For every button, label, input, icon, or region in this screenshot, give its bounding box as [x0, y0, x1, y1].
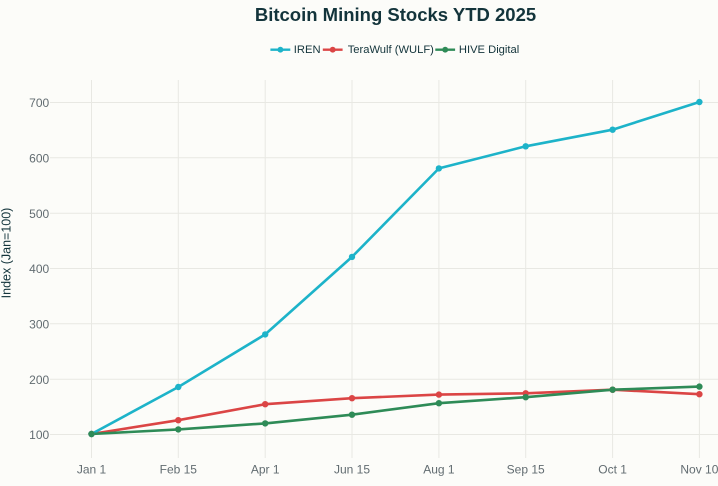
svg-text:Apr 1: Apr 1: [251, 462, 280, 476]
svg-text:Sep 15: Sep 15: [507, 462, 545, 476]
svg-text:200: 200: [29, 373, 49, 387]
svg-text:Jun 15: Jun 15: [334, 462, 370, 476]
svg-text:600: 600: [29, 152, 49, 166]
svg-text:HIVE Digital: HIVE Digital: [459, 44, 519, 56]
svg-text:100: 100: [29, 428, 49, 442]
svg-text:300: 300: [29, 318, 49, 332]
svg-text:700: 700: [29, 96, 49, 110]
svg-text:Jan 1: Jan 1: [77, 462, 107, 476]
svg-text:IREN: IREN: [294, 44, 321, 56]
svg-text:Nov 10: Nov 10: [680, 462, 718, 476]
svg-text:Aug 1: Aug 1: [423, 462, 455, 476]
svg-text:Oct 1: Oct 1: [598, 462, 627, 476]
svg-text:400: 400: [29, 262, 49, 276]
svg-text:Bitcoin Mining Stocks YTD 2025: Bitcoin Mining Stocks YTD 2025: [255, 4, 536, 25]
svg-text:500: 500: [29, 207, 49, 221]
svg-text:Index (Jan=100): Index (Jan=100): [0, 208, 14, 299]
svg-text:Feb 15: Feb 15: [160, 462, 198, 476]
svg-text:TeraWulf (WULF): TeraWulf (WULF): [348, 44, 434, 56]
